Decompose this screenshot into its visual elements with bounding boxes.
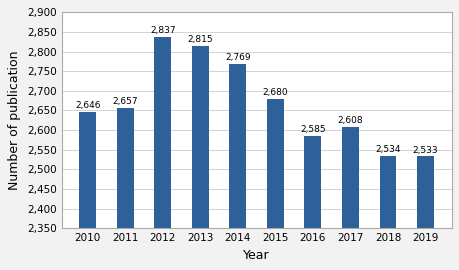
Bar	[191, 46, 208, 270]
Text: 2,585: 2,585	[299, 126, 325, 134]
X-axis label: Year: Year	[243, 249, 269, 262]
Bar	[79, 112, 96, 270]
Text: 2,646: 2,646	[75, 102, 100, 110]
Text: 2,533: 2,533	[412, 146, 437, 155]
Text: 2,769: 2,769	[224, 53, 250, 62]
Text: 2,608: 2,608	[337, 116, 363, 125]
Bar	[341, 127, 358, 270]
Bar	[154, 37, 171, 270]
Text: 2,680: 2,680	[262, 88, 287, 97]
Text: 2,837: 2,837	[150, 26, 175, 35]
Bar	[117, 108, 134, 270]
Bar	[266, 99, 283, 270]
Text: 2,815: 2,815	[187, 35, 213, 44]
Text: 2,657: 2,657	[112, 97, 138, 106]
Bar	[304, 136, 321, 270]
Text: 2,534: 2,534	[375, 146, 400, 154]
Bar	[229, 64, 246, 270]
Bar	[379, 156, 396, 270]
Bar	[416, 156, 433, 270]
Y-axis label: Number of publication: Number of publication	[8, 50, 21, 190]
